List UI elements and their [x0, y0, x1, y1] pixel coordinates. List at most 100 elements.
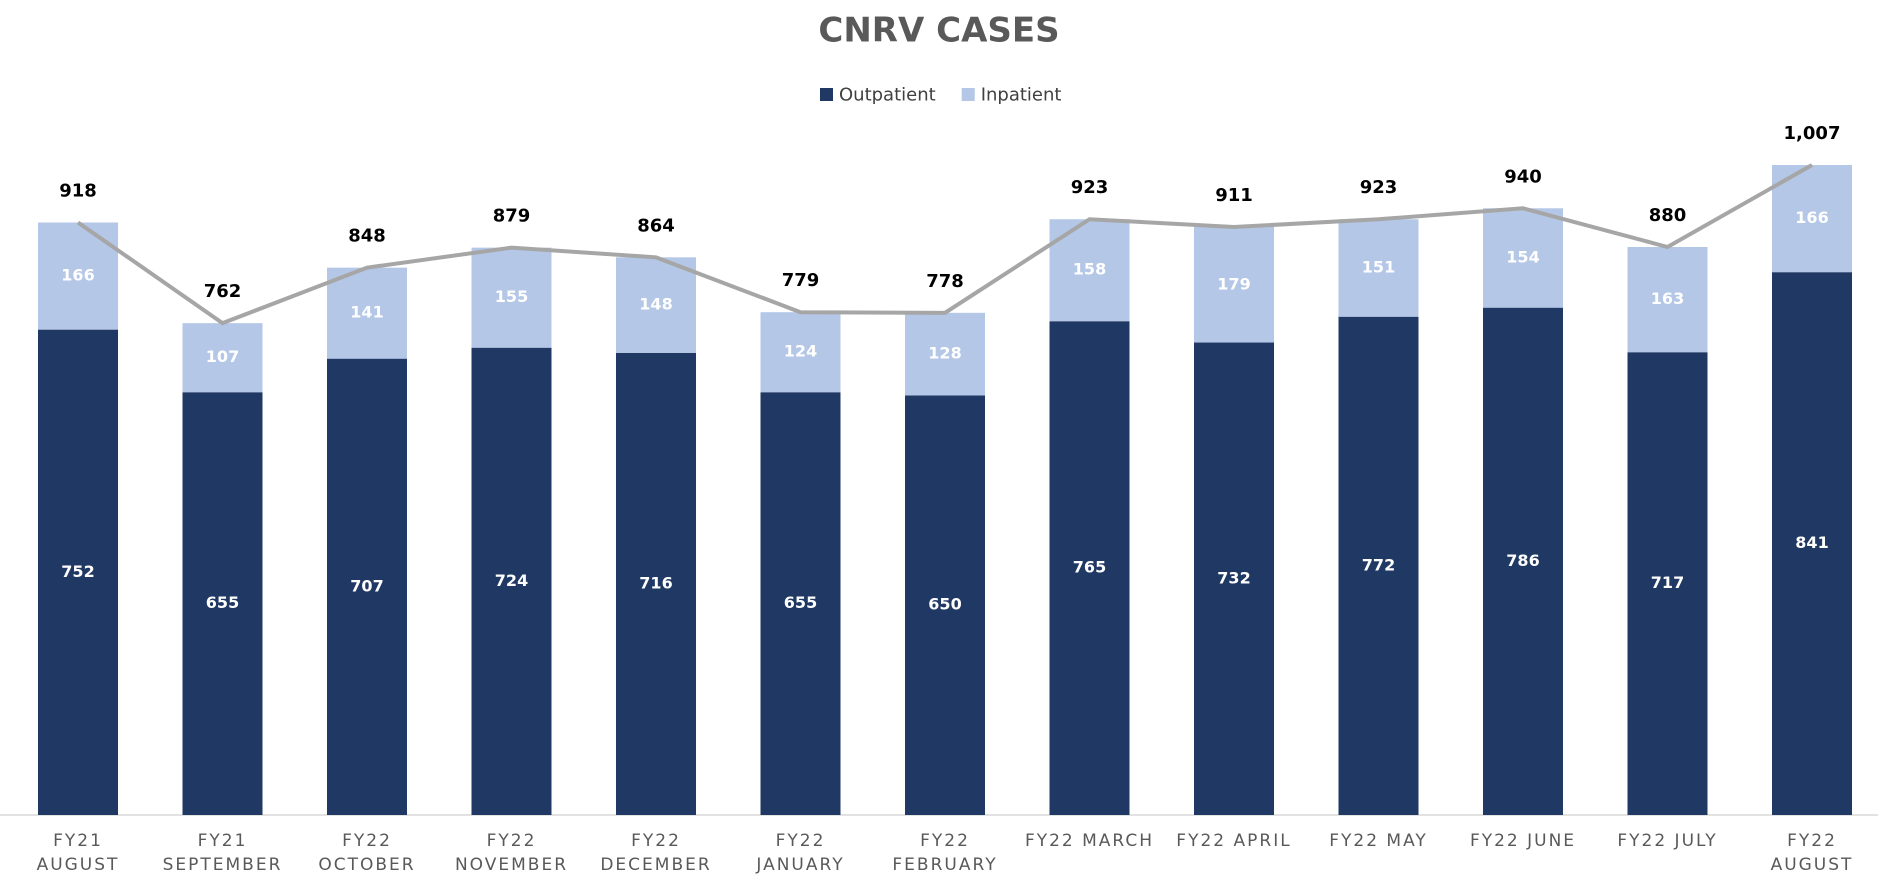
x-tick-line: FY21 — [53, 831, 103, 851]
bar-segment — [1338, 219, 1419, 317]
data-label: 772 — [1362, 555, 1395, 574]
data-label: 179 — [1217, 274, 1250, 293]
data-label: 765 — [1073, 558, 1106, 577]
x-tick-line: AUGUST — [37, 855, 120, 875]
data-label: 107 — [206, 347, 239, 366]
data-label: 148 — [639, 295, 672, 314]
x-tick-label: FY22 JANUARY — [755, 831, 844, 875]
total-label: 918 — [59, 180, 97, 201]
data-label: 717 — [1651, 573, 1684, 592]
legend-label: Outpatient — [839, 85, 936, 106]
data-label: 724 — [495, 571, 528, 590]
bar-segment — [1049, 321, 1130, 815]
legend-swatch — [820, 88, 833, 101]
x-tick-line: FY22 — [920, 831, 970, 851]
bar-segment — [616, 352, 696, 815]
bar-segment — [1483, 307, 1563, 815]
data-label: 163 — [1651, 289, 1684, 308]
bar-segment — [1627, 352, 1708, 815]
bar-segment — [905, 312, 985, 396]
x-tick-line: OCTOBER — [318, 855, 415, 875]
x-tick-label: FY21 SEPTEMBER — [163, 831, 283, 875]
bar-segment — [760, 392, 841, 815]
data-label: 716 — [639, 573, 672, 592]
total-label: 864 — [637, 215, 675, 236]
chart-title: CNRV CASES — [818, 11, 1059, 51]
total-label: 1,007 — [1784, 123, 1841, 144]
bar-segment — [38, 329, 118, 815]
bar-segment — [905, 395, 985, 815]
x-tick-line: FEBRUARY — [892, 855, 997, 875]
bar-segment — [327, 267, 407, 359]
total-label: 762 — [204, 281, 242, 302]
data-label: 166 — [61, 266, 94, 285]
x-tick-label: FY22 AUGUST — [1771, 831, 1854, 875]
x-tick-line: NOVEMBER — [455, 855, 568, 875]
x-tick-label: FY22 JULY — [1617, 831, 1717, 851]
total-label: 923 — [1360, 177, 1398, 198]
data-label: 655 — [206, 593, 239, 612]
x-tick-line: FY22 — [631, 831, 681, 851]
bar-segment — [182, 323, 263, 393]
data-label: 752 — [61, 562, 94, 581]
total-label: 778 — [926, 271, 964, 292]
x-tick-line: FY22 MARCH — [1025, 831, 1154, 851]
x-tick-line: DECEMBER — [600, 855, 711, 875]
data-label: 124 — [784, 342, 817, 361]
x-tick-line: FY22 — [487, 831, 537, 851]
x-tick-label: FY21 AUGUST — [37, 831, 120, 875]
data-label: 166 — [1795, 208, 1828, 227]
x-tick-label: FY22 APRIL — [1176, 831, 1291, 851]
legend-label: Inpatient — [981, 85, 1062, 106]
x-tick-line: FY22 JUNE — [1470, 831, 1576, 851]
data-label: 655 — [784, 593, 817, 612]
total-label: 923 — [1071, 177, 1109, 198]
legend-swatch — [961, 88, 975, 101]
data-label: 707 — [350, 576, 383, 595]
x-tick-label: FY22 MAY — [1329, 831, 1428, 851]
x-tick-line: FY22 — [1787, 831, 1837, 851]
data-label: 786 — [1506, 551, 1539, 570]
total-label: 880 — [1649, 205, 1687, 226]
bar-segment — [182, 392, 263, 815]
bar-segment — [1483, 208, 1563, 308]
bar-segment — [327, 358, 407, 815]
x-tick-line: FY22 — [776, 831, 826, 851]
data-label: 158 — [1073, 260, 1106, 279]
total-label: 879 — [493, 206, 531, 227]
total-label: 940 — [1504, 166, 1542, 187]
x-tick-label: FY22 DECEMBER — [600, 831, 711, 875]
x-tick-line: FY22 APRIL — [1176, 831, 1291, 851]
data-label: 154 — [1506, 247, 1539, 266]
x-tick-line: JANUARY — [755, 855, 844, 875]
x-tick-label: FY22 OCTOBER — [318, 831, 415, 875]
data-label: 128 — [928, 344, 961, 363]
bar-segment — [1338, 316, 1419, 815]
data-label: 155 — [495, 287, 528, 306]
bar-segment — [1627, 247, 1708, 353]
total-label: 779 — [782, 270, 820, 291]
bar-segment — [616, 257, 696, 353]
bar-segment — [471, 347, 552, 815]
data-label: 151 — [1362, 257, 1395, 276]
total-line — [76, 163, 1813, 326]
x-tick-label: FY22 MARCH — [1025, 831, 1154, 851]
bar-segment — [760, 312, 841, 393]
x-tick-line: FY22 — [342, 831, 392, 851]
bar-segment — [471, 247, 552, 348]
x-tick-line: FY22 MAY — [1329, 831, 1428, 851]
bar-segment — [1194, 226, 1274, 343]
x-tick-label: FY22 JUNE — [1470, 831, 1576, 851]
data-label: 841 — [1795, 533, 1828, 552]
data-label: 141 — [350, 303, 383, 322]
x-tick-line: SEPTEMBER — [163, 855, 283, 875]
x-tick-line: FY22 JULY — [1617, 831, 1717, 851]
bar-segment — [1772, 165, 1852, 273]
x-tick-label: FY22 NOVEMBER — [455, 831, 568, 875]
x-tick-label: FY22 FEBRUARY — [892, 831, 997, 875]
total-label: 911 — [1215, 185, 1253, 206]
bar-segment — [1194, 342, 1274, 815]
data-label: 732 — [1217, 568, 1250, 587]
total-label: 848 — [348, 226, 386, 247]
